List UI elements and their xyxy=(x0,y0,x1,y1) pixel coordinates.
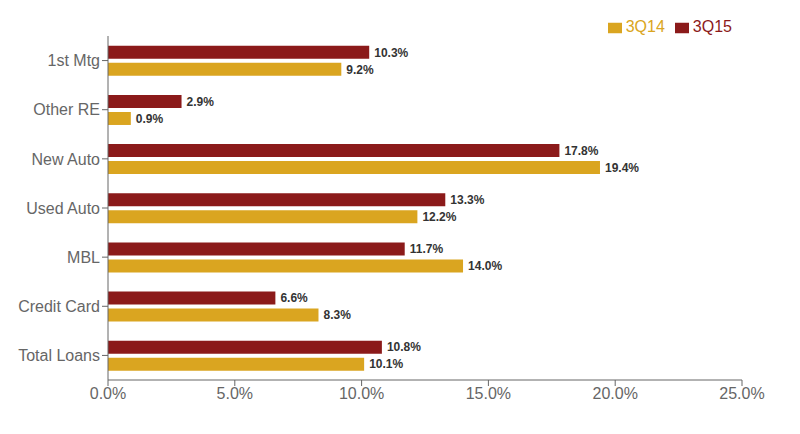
html-text:3Q14: 3Q14 xyxy=(625,18,665,35)
svg-text:Used Auto: Used Auto xyxy=(26,200,100,217)
svg-text:13.3%: 13.3% xyxy=(450,193,484,207)
svg-text:8.3%: 8.3% xyxy=(323,308,351,322)
svg-text:10.1%: 10.1% xyxy=(369,357,403,371)
svg-text:2.9%: 2.9% xyxy=(187,95,215,109)
svg-text:MBL: MBL xyxy=(67,249,100,266)
svg-text:New Auto: New Auto xyxy=(32,151,101,168)
svg-text:0.0%: 0.0% xyxy=(90,385,126,402)
svg-text:6.6%: 6.6% xyxy=(280,291,308,305)
svg-text:10.8%: 10.8% xyxy=(387,340,421,354)
svg-text:Total Loans: Total Loans xyxy=(18,347,100,364)
svg-text:Other RE: Other RE xyxy=(33,101,100,118)
svg-text:17.8%: 17.8% xyxy=(564,144,598,158)
svg-text:5.0%: 5.0% xyxy=(217,385,253,402)
svg-text:11.7%: 11.7% xyxy=(410,242,444,256)
svg-text:0.9%: 0.9% xyxy=(136,112,164,126)
svg-text:9.2%: 9.2% xyxy=(346,63,374,77)
svg-text:20.0%: 20.0% xyxy=(593,385,638,402)
svg-text:Credit Card: Credit Card xyxy=(18,298,100,315)
svg-text:10.3%: 10.3% xyxy=(374,46,408,60)
svg-text:1st Mtg: 1st Mtg xyxy=(48,52,100,69)
svg-text:19.4%: 19.4% xyxy=(605,161,639,175)
svg-text:15.0%: 15.0% xyxy=(466,385,511,402)
svg-text:10.0%: 10.0% xyxy=(339,385,384,402)
html-text:3Q15: 3Q15 xyxy=(692,18,732,35)
svg-text:14.0%: 14.0% xyxy=(468,259,502,273)
svg-text:25.0%: 25.0% xyxy=(719,385,764,402)
svg-text:12.2%: 12.2% xyxy=(422,210,456,224)
